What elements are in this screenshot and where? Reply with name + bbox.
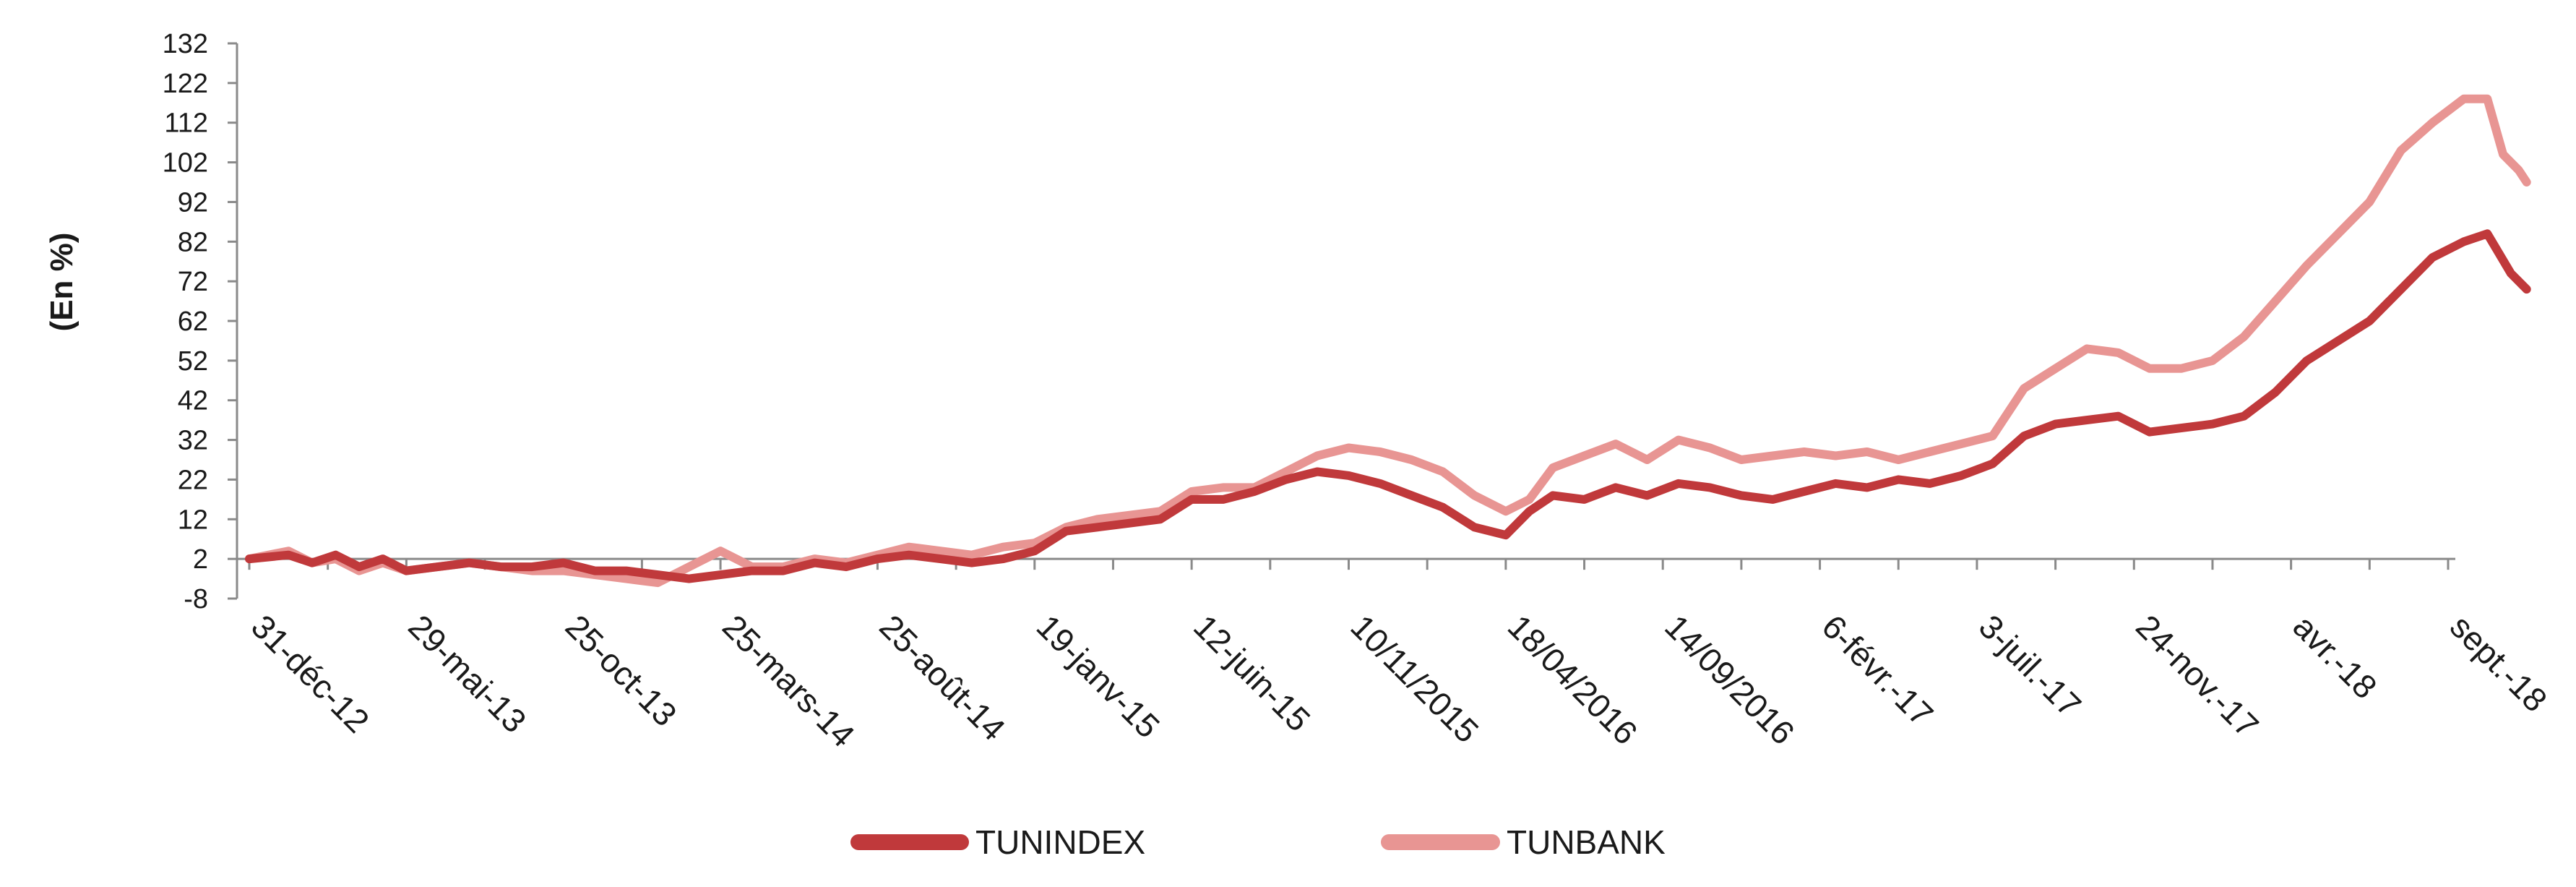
series-line-tunbank: [245, 94, 2531, 588]
x-tick-label: 29-mai-13: [401, 607, 533, 740]
y-axis-label-group: (En %): [44, 233, 79, 332]
x-tick-label: 14/09/2016: [1658, 607, 1802, 752]
y-tick-label: 52: [178, 346, 208, 377]
x-tick-label: 10/11/2015: [1343, 607, 1486, 750]
x-tick-label: 25-août-14: [872, 607, 1012, 747]
y-tick-label: 32: [178, 426, 208, 456]
y-tick-label: 62: [178, 307, 208, 337]
y-tick-label: 72: [178, 267, 208, 297]
y-tick-labels: -8 2 12 22 32 42 52 62 72 82 92 102 112 122 132: [163, 29, 208, 614]
y-tick-label: 82: [178, 227, 208, 257]
series-lines: [245, 94, 2531, 588]
y-tick-label: 132: [163, 29, 208, 59]
y-tick-label: 122: [163, 69, 208, 99]
y-tick-label: 102: [163, 148, 208, 179]
x-tick-label: avr.-18: [2286, 607, 2385, 706]
legend: TUNINDEX TUNBANK: [850, 823, 1666, 861]
y-tick-label: -8: [184, 584, 208, 614]
x-tick-label: 12-juin-15: [1186, 607, 1317, 738]
x-tick-label: 24-nov.-17: [2129, 607, 2266, 745]
x-tick-label: 25-oct-13: [559, 607, 684, 733]
x-tick-label: 3-juil.-17: [1972, 607, 2089, 724]
legend-label-tunbank: TUNBANK: [1507, 823, 1666, 861]
x-tick-label: 31-déc-12: [244, 607, 376, 740]
x-tick-label: sept.-18: [2443, 607, 2554, 719]
y-tick-label: 2: [193, 544, 208, 575]
series-line-tunindex: [245, 229, 2531, 583]
y-tick-label: 12: [178, 505, 208, 535]
axes: [228, 42, 2455, 600]
x-tick-label: 19-janv-15: [1030, 607, 1167, 745]
y-tick-label: 112: [164, 108, 208, 139]
x-tick-label: 18/04/2016: [1501, 607, 1645, 752]
x-tick-label: 25-mars-14: [715, 607, 862, 754]
x-tick-label: 6-févr.-17: [1815, 607, 1941, 733]
y-tick-label: 92: [178, 187, 208, 218]
y-axis-label: (En %): [44, 233, 79, 332]
legend-label-tunindex: TUNINDEX: [975, 823, 1145, 861]
x-tick-labels: 31-déc-12 29-mai-13 25-oct-13 25-mars-14 25-…: [244, 607, 2554, 754]
y-tick-label: 22: [178, 465, 208, 495]
y-tick-label: 42: [178, 386, 208, 416]
